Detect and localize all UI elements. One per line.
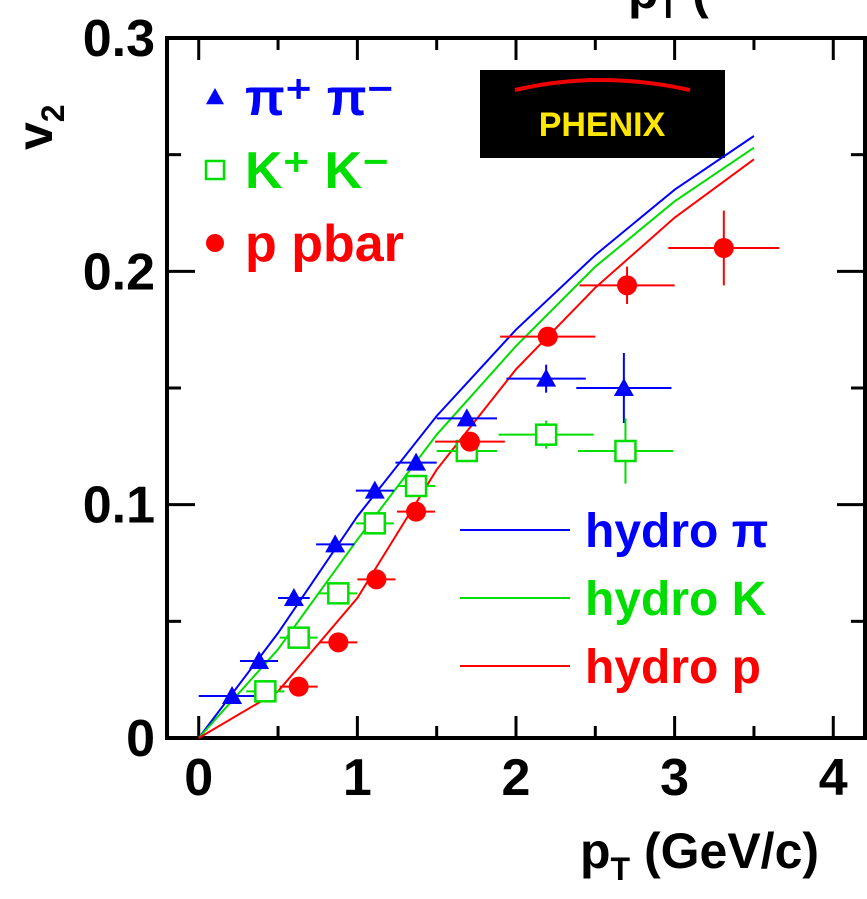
ylabel-main: v xyxy=(7,122,63,150)
chart-title: pT ( xyxy=(628,0,709,25)
legend-label: hydro K xyxy=(585,573,767,626)
marker xyxy=(614,439,637,463)
marker xyxy=(406,452,427,471)
y-tick-label: 0.3 xyxy=(83,10,155,68)
marker xyxy=(283,588,304,606)
marker xyxy=(366,569,387,590)
marker xyxy=(537,326,558,347)
ylabel-sub: 2 xyxy=(35,104,71,122)
xlabel-sub: T xyxy=(611,851,631,887)
y-tick-label: 0.1 xyxy=(83,477,155,535)
marker xyxy=(254,680,277,703)
marker xyxy=(617,275,638,296)
marker xyxy=(249,651,270,669)
x-tick-label: 0 xyxy=(184,749,213,807)
marker xyxy=(459,431,480,452)
logo-text: PHENIX xyxy=(539,106,666,144)
marker xyxy=(328,632,349,653)
marker xyxy=(536,368,557,387)
x-tick-label: 3 xyxy=(660,749,689,807)
marker xyxy=(713,238,734,258)
marker xyxy=(222,686,243,704)
title-sub: T xyxy=(659,0,679,25)
legend-label: π⁺ π⁻ xyxy=(245,69,394,127)
legend-label: hydro p xyxy=(585,641,761,694)
xlabel-main: p xyxy=(580,823,611,879)
marker xyxy=(613,378,634,396)
y-tick-label: 0 xyxy=(126,710,155,768)
title-main: p xyxy=(628,0,659,19)
marker xyxy=(404,474,428,498)
logo-box xyxy=(480,70,725,158)
legend-marker xyxy=(206,88,224,105)
marker xyxy=(456,408,477,427)
y-tick-label: 0.2 xyxy=(83,243,155,301)
x-axis-label: pT (GeV/c) xyxy=(580,823,819,887)
marker xyxy=(327,582,350,605)
legend-marker xyxy=(206,234,224,252)
title-rest: ( xyxy=(692,0,709,19)
x-tick-label: 2 xyxy=(502,749,531,807)
legend-label: p pbar xyxy=(245,215,404,273)
legend-label: K⁺ K⁻ xyxy=(245,142,389,200)
hydro-curve xyxy=(197,135,755,739)
hydro-curve xyxy=(198,158,755,739)
y-axis-label: v2 xyxy=(7,104,71,150)
xlabel-rest: (GeV/c) xyxy=(630,823,819,879)
legend-marker xyxy=(204,159,226,181)
marker xyxy=(287,626,310,649)
marker xyxy=(364,480,385,499)
marker xyxy=(363,512,387,535)
x-tick-label: 1 xyxy=(343,749,372,807)
x-tick-label: 4 xyxy=(819,749,848,807)
logo-arc xyxy=(514,78,691,92)
marker xyxy=(534,423,558,446)
marker xyxy=(325,534,346,553)
marker xyxy=(288,676,309,697)
marker xyxy=(406,501,427,522)
legend-label: hydro π xyxy=(585,505,768,558)
